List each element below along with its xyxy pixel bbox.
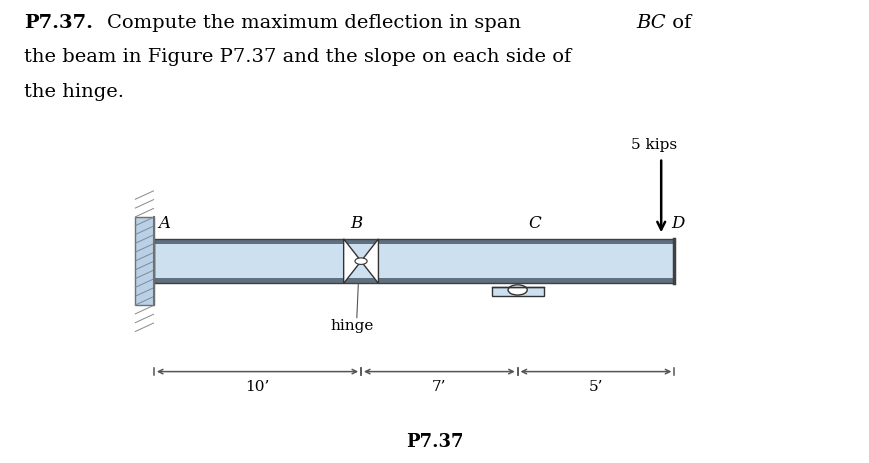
Bar [135, 218, 154, 306]
Bar [154, 239, 673, 284]
Circle shape [355, 258, 367, 265]
Bar [154, 239, 673, 284]
Bar [491, 287, 543, 297]
Text: 10’: 10’ [245, 379, 269, 393]
Text: D: D [671, 214, 684, 231]
Polygon shape [361, 239, 378, 284]
Text: the hinge.: the hinge. [24, 82, 124, 100]
Text: P7.37: P7.37 [406, 432, 463, 450]
Bar [135, 218, 154, 306]
Polygon shape [343, 239, 361, 284]
Bar [491, 287, 543, 297]
Text: the beam in Figure P7.37 and the slope on each side of: the beam in Figure P7.37 and the slope o… [24, 48, 571, 66]
Text: B: B [350, 214, 362, 231]
Text: BC: BC [635, 14, 665, 32]
Text: of: of [666, 14, 691, 32]
Text: Compute the maximum deflection in span: Compute the maximum deflection in span [107, 14, 527, 32]
Text: hinge: hinge [330, 319, 374, 332]
Text: 7’: 7’ [432, 379, 446, 393]
Text: 5’: 5’ [588, 379, 602, 393]
Text: C: C [527, 214, 541, 231]
Bar [154, 239, 673, 244]
Text: A: A [158, 214, 170, 231]
Text: 5 kips: 5 kips [630, 138, 676, 151]
Circle shape [507, 285, 527, 295]
Text: P7.37.: P7.37. [24, 14, 93, 32]
Bar [154, 279, 673, 284]
